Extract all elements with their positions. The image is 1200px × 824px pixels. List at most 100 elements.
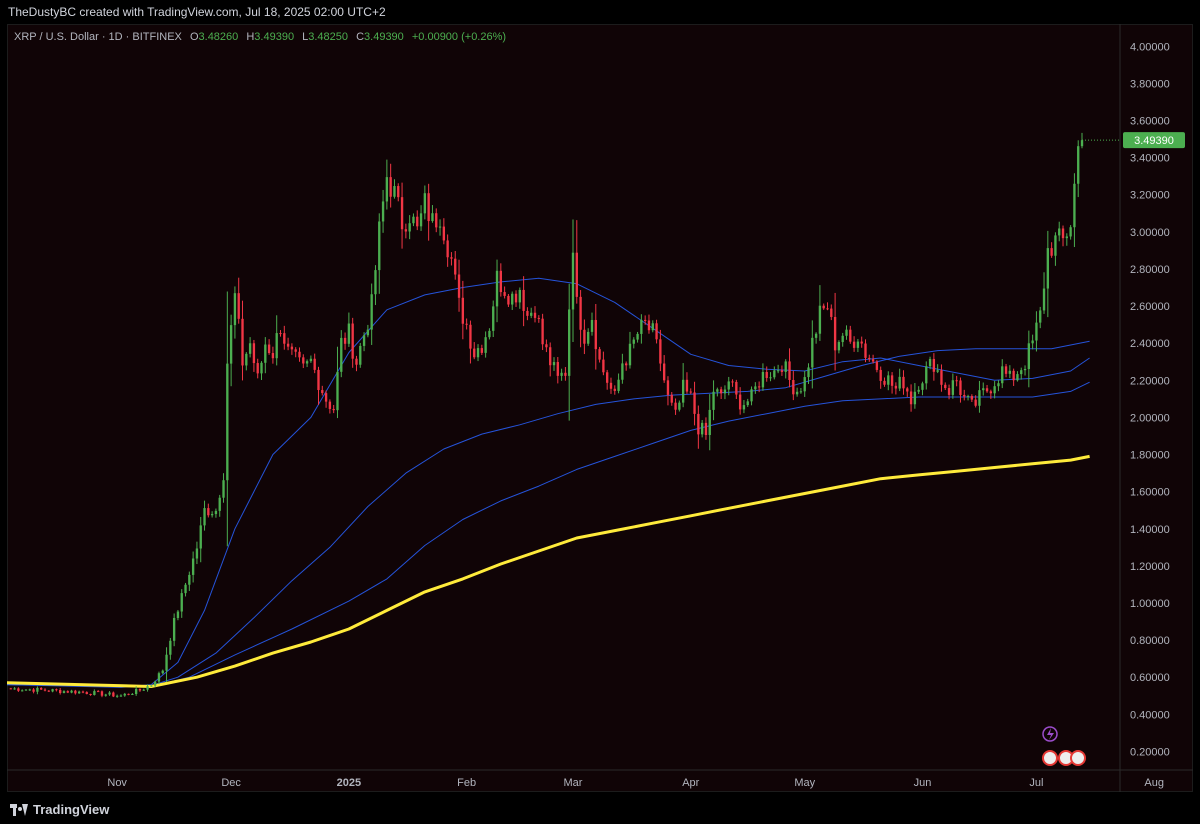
price-chart[interactable]: 4.00000 3.80000 3.60000 3.40000 3.20000 3.000… [7,24,1193,792]
chart-attribution: TheDustyBC created with TradingView.com,… [8,5,386,19]
price-tick-label: 1.00000 [1130,598,1170,610]
candle-body [970,396,974,400]
indicator-badges[interactable] [1042,726,1086,766]
price-tick-label: 1.20000 [1130,561,1170,573]
candle-body [841,335,844,343]
tradingview-logo[interactable]: TradingView [10,802,109,817]
candle-body [62,691,66,694]
candle-body [385,177,389,202]
candle-body [131,694,134,696]
candle-body [795,391,799,395]
candle-body [435,213,438,228]
candle-body [982,388,985,391]
candle-body [115,695,119,697]
candle-body [150,685,153,687]
candle-body [849,329,852,342]
candle-body [708,409,711,436]
candle-body [579,296,582,330]
time-tick-label: Dec [221,777,241,789]
candle-body [256,363,259,374]
time-tick-label: Apr [682,777,699,789]
time-axis[interactable]: Nov Dec 2025 Feb Mar Apr May Jun Jul Aug [107,777,1164,789]
candle-body [40,687,43,690]
candle-body [362,335,366,346]
candle-body [963,394,966,397]
legend-high-label: H [246,31,255,43]
candle-body [898,376,901,389]
flag-icon[interactable] [1070,750,1086,766]
candle-body [267,344,271,354]
candle-body [651,323,654,331]
lightning-icon[interactable] [1042,726,1058,742]
candle-body [176,611,180,618]
candle-body [248,343,252,354]
candle-body [146,686,149,690]
candle-body [799,391,803,393]
candle-body [157,673,161,682]
price-tick-label: 1.60000 [1130,487,1170,499]
candle-body [518,289,521,303]
candle-body [974,399,977,406]
candle-body [868,357,871,360]
ohlc-legend: XRP / U.S. Dollar · 1D · BITFINEX O3.482… [14,31,506,43]
candle-body [765,372,768,378]
candle-body [317,369,320,391]
candle-body [826,308,829,310]
candle-body [545,344,548,348]
candle-body [1061,228,1065,239]
candle-body [514,293,518,303]
candle-body [207,508,210,516]
candle-body [822,305,825,309]
footer-bar: TradingView [0,796,1200,824]
candle-body [1065,236,1068,239]
last-price-label: 3.49390 [1134,135,1174,147]
candle-body [780,370,784,372]
candle-body [100,691,104,696]
candle-body [165,654,168,671]
candle-body [613,388,616,391]
candle-body [370,294,373,330]
candle-body [252,343,256,364]
candle-body [742,405,746,410]
candle-body [685,379,689,392]
candle-body [1027,343,1031,370]
candle-body [191,558,195,575]
tradingview-brand: TradingView [33,802,110,817]
candle-body [932,358,936,372]
time-tick-label: Nov [107,777,127,789]
candle-body [598,349,601,360]
candle-body [412,216,415,224]
candle-body [837,342,841,351]
candle-body [890,375,894,386]
candle-body [476,348,480,358]
candle-body [552,362,556,366]
legend-close-label: C [356,31,365,43]
candle-body [640,319,643,334]
candle-body [738,394,742,410]
candle-body [366,329,370,336]
flag-icon[interactable] [1042,750,1058,766]
candle-body [659,339,662,364]
candle-body [526,310,529,316]
candle-body [85,692,88,694]
candle-body [921,383,924,390]
candle-body [833,316,837,351]
candle-body [275,333,278,359]
candle-body [818,305,822,334]
tradingview-logo-icon [10,803,28,816]
candle-body [499,270,503,293]
candle-body [393,186,396,197]
price-axis[interactable]: 4.00000 3.80000 3.60000 3.40000 3.20000 3.000… [1130,41,1170,758]
candle-body [666,380,670,395]
candle-body [647,320,651,331]
candle-body [522,289,525,311]
candle-body [879,369,882,381]
candle-body [21,690,24,692]
candle-body [792,380,795,395]
candle-body [142,689,145,691]
candle-body [966,396,970,398]
candle-body [681,379,685,403]
legend-symbol[interactable]: XRP / U.S. Dollar · 1D · BITFINEX [14,31,182,43]
candle-body [906,388,909,392]
candle-body [746,401,749,406]
